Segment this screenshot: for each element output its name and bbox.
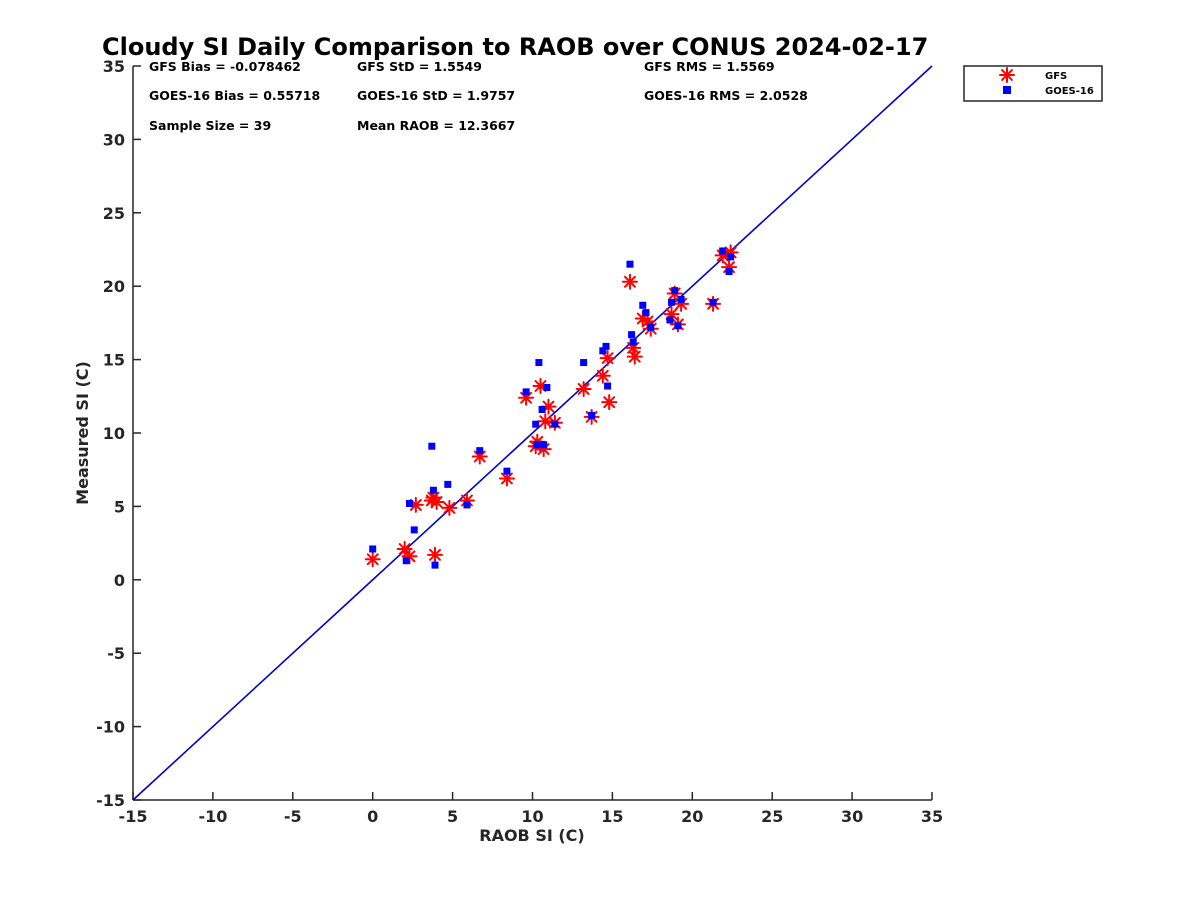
goes16-point [647,323,655,331]
x-tick-label: 15 [601,807,623,826]
goes16-point [538,406,546,414]
goes16-point [639,301,647,309]
goes16-point [629,338,637,346]
y-tick-label: 35 [103,57,125,76]
stat-gfs-bias: GFS Bias = -0.078462 [149,59,301,74]
goes16-point [709,298,717,306]
axes: -15 -10 -5 0 5 10 15 20 25 30 35 -15 -10 -5 0 5 10 15 20 2… [96,57,943,826]
y-tick-label: 15 [103,351,125,370]
goes16-point [428,442,436,450]
goes16-point [628,331,636,339]
gfs-series [364,244,739,568]
goes16-point [599,347,607,355]
legend-box [963,65,1103,102]
x-tick-label: -10 [198,807,227,826]
x-axis-label: RAOB SI (C) [479,826,584,845]
y-ticks: -15 -10 -5 0 5 10 15 20 25 30 35 [96,57,141,810]
y-tick-label: 30 [103,130,125,149]
goes16-point [580,359,588,367]
goes16-point [444,480,452,488]
goes16-series [369,247,735,569]
goes16-point [666,316,674,324]
goes16-point [369,545,377,553]
goes16-point [604,382,612,390]
goes16-point [543,383,551,391]
y-tick-label: 25 [103,204,125,223]
chart-title: Cloudy SI Daily Comparison to RAOB over … [102,33,928,61]
goes16-point [626,260,634,268]
goes16-point [674,322,682,330]
goes16-point [725,268,733,276]
goes16-point [522,388,530,396]
goes16-point [533,441,541,449]
goes16-point [410,526,418,534]
goes16-point [405,499,413,507]
x-tick-label: 10 [521,807,543,826]
goes16-point [402,557,410,565]
goes16-point [476,447,484,455]
y-tick-label: -5 [107,644,125,663]
gfs-point [537,413,554,430]
y-tick-label: 10 [103,424,125,443]
gfs-point [428,493,445,510]
y-tick-label: -10 [96,718,125,737]
legend-gfs-marker [999,67,1015,83]
gfs-point [626,348,643,365]
goes16-point [551,420,559,428]
gfs-point [594,367,611,384]
gfs-point [427,546,444,563]
stat-goes16-bias: GOES-16 Bias = 0.55718 [149,88,320,103]
goes16-point [668,298,676,306]
goes16-point [671,287,679,295]
goes16-point [719,247,727,255]
x-tick-label: -5 [284,807,302,826]
legend-goes16-marker [1003,86,1011,94]
x-tick-label: -15 [119,807,148,826]
goes16-point [540,441,548,449]
stat-mean-raob: Mean RAOB = 12.3667 [357,118,515,133]
x-tick-label: 0 [367,807,378,826]
y-tick-label: 5 [114,497,125,516]
goes16-point [503,467,511,475]
stat-sample-size: Sample Size = 39 [149,118,271,133]
goes16-point [677,295,685,303]
x-tick-label: 25 [761,807,783,826]
goes16-point [588,411,596,419]
gfs-point [441,499,458,516]
y-tick-label: 0 [114,571,125,590]
legend-goes16-label: GOES-16 [1045,86,1094,97]
y-tick-label: 20 [103,277,125,296]
x-ticks: -15 -10 -5 0 5 10 15 20 25 30 35 [119,792,943,826]
goes16-point [532,420,540,428]
stat-goes16-rms: GOES-16 RMS = 2.0528 [644,88,808,103]
x-tick-label: 30 [841,807,863,826]
statistics-panel: GFS Bias = -0.078462 GFS StD = 1.5549 GF… [149,59,808,133]
legend-gfs-label: GFS [1045,71,1067,82]
goes16-point [429,486,437,494]
goes16-point [602,342,610,350]
stat-gfs-std: GFS StD = 1.5549 [357,59,482,74]
x-tick-label: 20 [681,807,703,826]
x-tick-label: 5 [447,807,458,826]
gfs-point [599,350,616,367]
gfs-point [364,551,381,568]
x-tick-label: 35 [921,807,943,826]
gfs-point [575,380,592,397]
one-to-one-reference-line [132,65,933,801]
y-tick-label: -15 [96,791,125,810]
goes16-point [727,253,735,261]
gfs-point [601,394,618,411]
goes16-point [642,309,650,317]
stat-goes16-std: GOES-16 StD = 1.9757 [357,88,515,103]
goes16-point [431,561,439,569]
goes16-point [463,501,471,509]
stat-gfs-rms: GFS RMS = 1.5569 [644,59,775,74]
legend: GFS GOES-16 [963,65,1103,102]
goes16-point [535,359,543,367]
y-axis-label: Measured SI (C) [73,361,92,505]
gfs-point [621,273,638,290]
legend-gfs-asterisk [999,67,1015,83]
